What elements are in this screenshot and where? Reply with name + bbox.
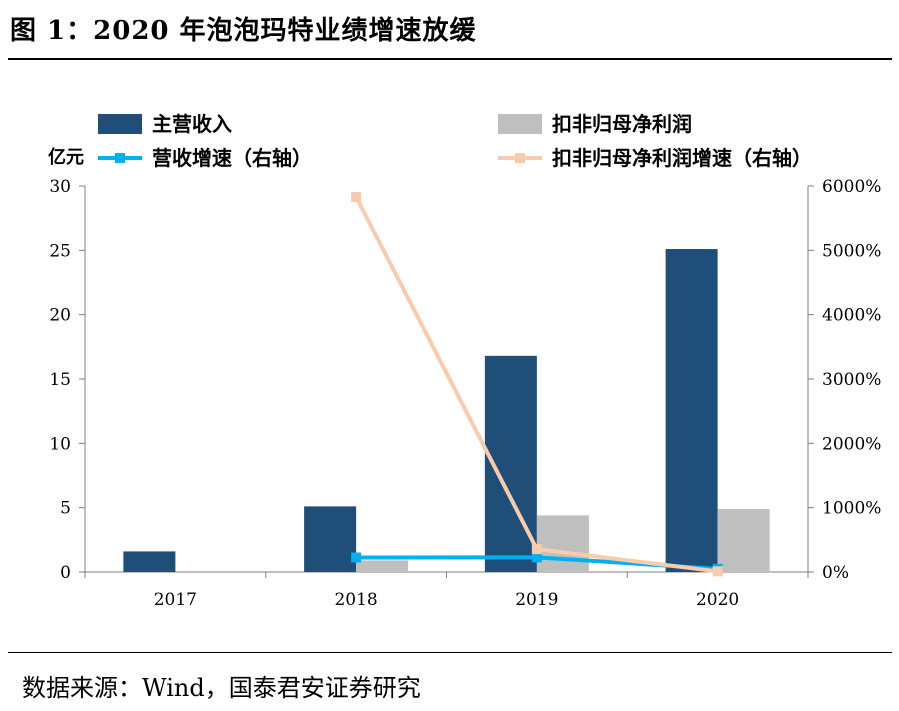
left-tick-label: 20	[49, 306, 71, 326]
x-tick-label: 2020	[696, 590, 739, 610]
left-tick-label: 30	[49, 177, 71, 197]
right-tick-label: 0%	[822, 563, 849, 583]
legend-label: 营收增速（右轴）	[152, 146, 312, 170]
x-tick-label: 2018	[334, 590, 377, 610]
x-tick-label: 2019	[515, 590, 558, 610]
legend-label: 扣非归母净利润增速（右轴）	[552, 146, 812, 170]
legend-marker	[515, 153, 525, 163]
legend-label: 扣非归母净利润	[552, 112, 692, 136]
right-tick-label: 2000%	[822, 434, 881, 454]
right-tick-label: 5000%	[822, 241, 881, 261]
bar-1-2019	[536, 515, 589, 572]
source-note: 数据来源：Wind，国泰君安证券研究	[22, 674, 421, 702]
bar-0-2018	[304, 506, 357, 572]
legend-swatch	[498, 114, 542, 134]
right-tick-label: 4000%	[822, 306, 881, 326]
left-tick-label: 15	[49, 370, 71, 390]
axes: 0 5 10 15 20 25 30 0% 1000% 2000% 3000% 4000% 5000% 6…	[48, 146, 881, 610]
bar-0-2020	[665, 249, 718, 572]
bars	[123, 249, 770, 572]
left-tick-label: 10	[49, 434, 71, 454]
title-divider	[8, 58, 892, 60]
x-tick-label: 2017	[154, 590, 197, 610]
chart-title: 图 1：2020 年泡泡玛特业绩增速放缓	[10, 16, 477, 46]
left-tick-label: 25	[49, 241, 71, 261]
bar-0-2017	[123, 551, 176, 572]
bar-1-2020	[717, 508, 770, 572]
line-point-1	[712, 566, 723, 577]
line-point-1	[531, 544, 542, 555]
line-point-0	[351, 552, 362, 563]
legend-label: 主营收入	[152, 112, 232, 136]
left-tick-label: 0	[60, 563, 71, 583]
legend-swatch	[98, 114, 142, 134]
right-tick-label: 3000%	[822, 370, 881, 390]
lines	[351, 191, 723, 577]
bar-1-2018	[356, 560, 409, 572]
left-axis-unit: 亿元	[48, 146, 84, 168]
left-tick-label: 5	[60, 499, 71, 519]
right-tick-label: 1000%	[822, 499, 881, 519]
line-point-0	[531, 552, 542, 563]
line-point-1	[351, 191, 362, 202]
legend-marker	[115, 153, 125, 163]
source-divider	[8, 652, 892, 653]
right-tick-label: 6000%	[822, 177, 881, 197]
